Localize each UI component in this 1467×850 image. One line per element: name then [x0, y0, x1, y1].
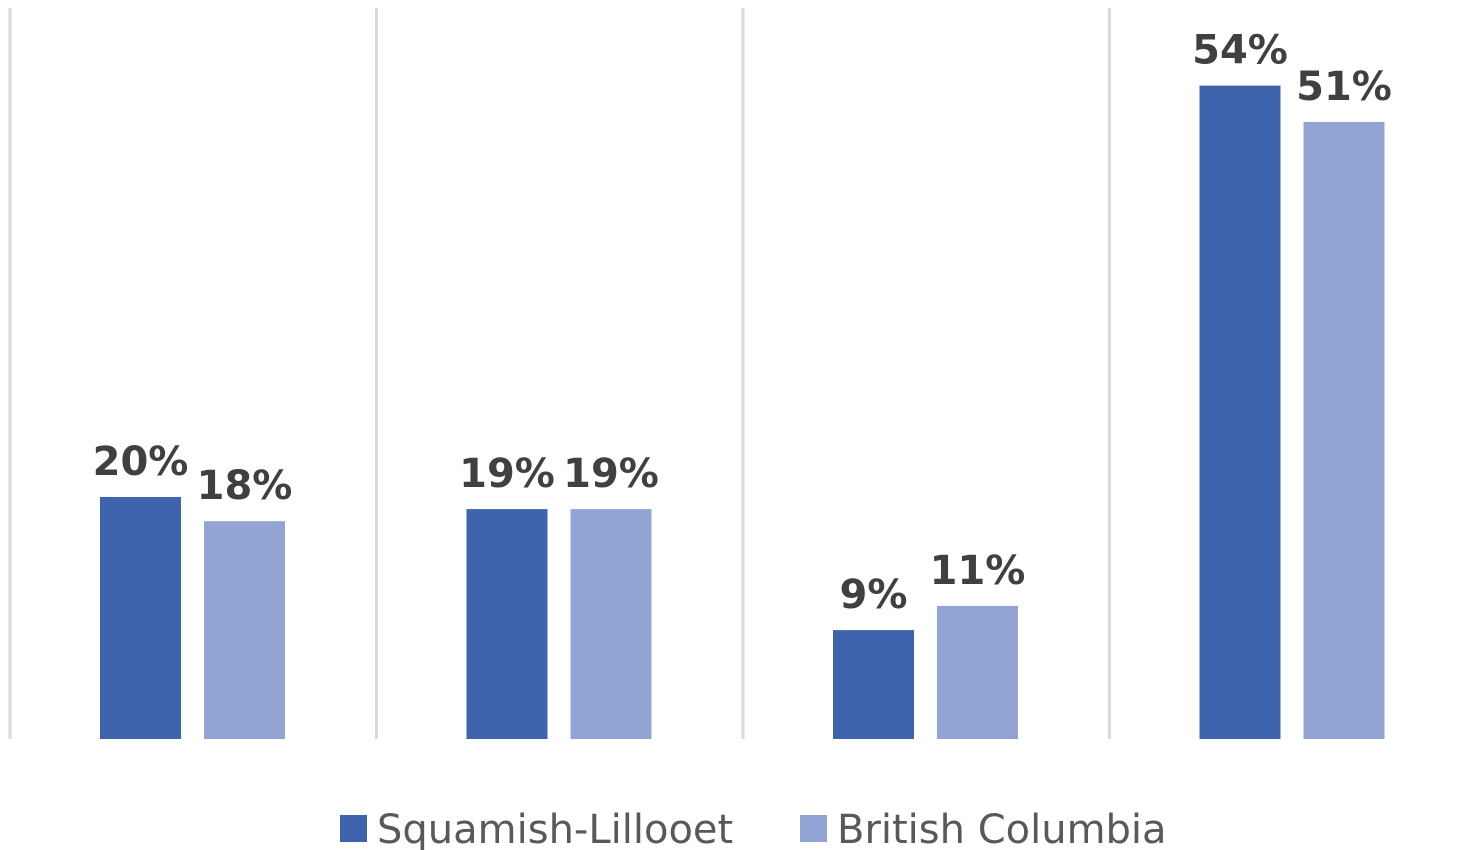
- legend-label-british-columbia: British Columbia: [837, 807, 1167, 850]
- category-separators: [8, 8, 1111, 739]
- bar-british-columbia: [937, 605, 1018, 739]
- legend-label-squamish-lillooet: Squamish-Lillooet: [377, 807, 733, 850]
- data-label-british-columbia: 18%: [197, 463, 293, 509]
- data-label-squamish-lillooet: 54%: [1192, 28, 1288, 74]
- legend-swatch-squamish-lillooet: [340, 815, 367, 842]
- data-label-squamish-lillooet: 9%: [840, 572, 908, 618]
- data-label-british-columbia: 51%: [1296, 64, 1392, 110]
- legend-swatch-british-columbia: [800, 815, 827, 842]
- legend: Squamish-Lillooet British Columbia: [340, 807, 1167, 850]
- bar-british-columbia: [204, 521, 285, 739]
- data-label-squamish-lillooet: 20%: [93, 439, 189, 485]
- data-labels: 20% 19% 9% 54% 18% 19% 11% 51%: [93, 28, 1392, 618]
- bar-squamish-lillooet: [1199, 85, 1281, 740]
- bars: [100, 85, 1385, 740]
- bar-squamish-lillooet: [100, 497, 181, 739]
- data-label-squamish-lillooet: 19%: [459, 451, 555, 497]
- data-label-british-columbia: 19%: [563, 451, 659, 497]
- bar-squamish-lillooet: [833, 630, 914, 739]
- data-label-british-columbia: 11%: [930, 548, 1026, 594]
- bar-squamish-lillooet: [466, 509, 548, 739]
- bar-british-columbia: [1303, 121, 1385, 739]
- bar-british-columbia: [570, 509, 652, 739]
